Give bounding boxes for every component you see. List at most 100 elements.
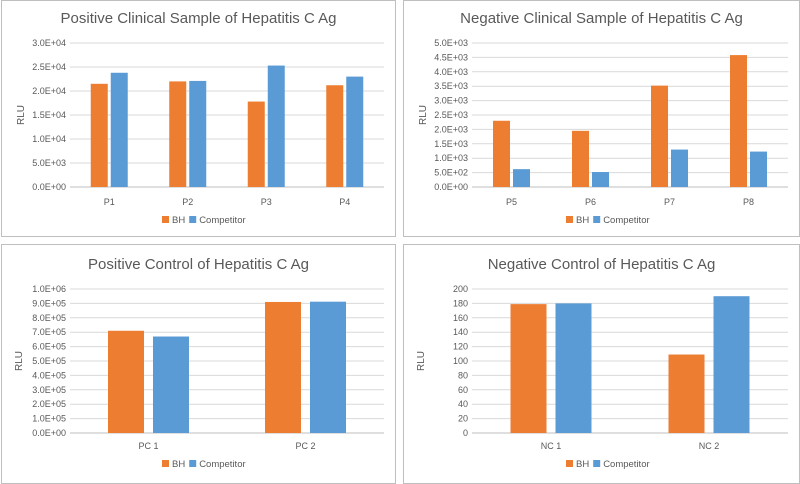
y-tick-label: 7.0E+05 [32,327,66,337]
y-axis-label: RLU [418,105,429,125]
chart-title: Negative Clinical Sample of Hepatitis C … [460,10,743,27]
bar-bh [493,120,510,187]
y-tick-label: 80 [458,370,468,380]
y-tick-label: 3.0E+05 [32,385,66,395]
bar-bh [651,85,668,187]
chart-panel-positive-control: Positive Control of Hepatitis C Ag 0.0E+0… [1,244,396,484]
y-tick-label: 5.0E+03 [434,38,468,48]
y-tick-label: 120 [453,342,468,352]
y-tick-label: 2.0E+05 [32,399,66,409]
y-tick-label: 4.5E+03 [434,52,468,62]
bar-bh [326,85,344,187]
x-tick-label: P2 [182,197,193,207]
legend-swatch [566,216,573,223]
legend-label: BH [172,459,185,470]
y-tick-label: 9.0E+05 [32,298,66,308]
y-tick-label: 1.0E+03 [434,153,468,163]
bar-competitor [110,72,128,187]
legend-swatch [566,460,573,467]
y-tick-label: 2.0E+03 [434,124,468,134]
y-tick-label: 3.0E+04 [32,38,66,48]
bar-bh [247,101,265,187]
legend-swatch [162,216,169,223]
y-tick-label: 0.0E+00 [32,428,66,438]
y-tick-label: 8.0E+05 [32,313,66,323]
bar-bh [668,354,705,433]
chart-title: Positive Clinical Sample of Hepatitis C … [61,10,337,27]
chart-title: Positive Control of Hepatitis C Ag [88,256,309,273]
y-axis-label: RLU [416,351,427,371]
y-tick-label: 3.5E+03 [434,81,468,91]
bar-bh [108,330,144,433]
y-tick-label: 0 [463,428,468,438]
y-tick-label: 1.5E+04 [32,110,66,120]
chart-svg: Positive Control of Hepatitis C Ag 0.0E+0… [14,256,384,470]
y-tick-label: 5.0E+05 [32,356,66,366]
y-tick-label: 180 [453,298,468,308]
bar-bh [730,55,747,187]
legend-label: Competitor [199,459,245,470]
y-tick-label: 1.0E+04 [32,134,66,144]
y-tick-label: 5.0E+02 [434,168,468,178]
chart-svg: Positive Clinical Sample of Hepatitis C … [16,10,384,226]
y-tick-label: 3.0E+03 [434,96,468,106]
y-tick-label: 4.0E+05 [32,370,66,380]
legend-label: Competitor [603,459,649,470]
bar-competitor [310,301,346,433]
y-tick-label: 1.0E+06 [32,284,66,294]
bar-bh [572,130,589,187]
chart-panel-positive-clinical: Positive Clinical Sample of Hepatitis C … [1,0,396,237]
y-tick-label: 5.0E+03 [32,158,66,168]
y-axis-label: RLU [16,105,27,125]
y-tick-label: 200 [453,284,468,294]
bar-competitor [592,172,609,187]
bar-competitor [750,151,767,187]
y-tick-label: 2.0E+04 [32,86,66,96]
bar-competitor [671,149,688,187]
bar-competitor [267,65,285,187]
legend-label: BH [172,215,185,226]
bar-bh [510,304,547,433]
chart-svg: Negative Control of Hepatitis C Ag 0 20 40 6… [416,256,788,470]
bar-competitor [555,303,592,433]
legend-swatch [189,460,197,467]
legend-label: BH [576,215,589,226]
x-tick-label: P4 [339,197,350,207]
y-axis-label: RLU [14,351,25,371]
y-tick-label: 2.5E+03 [434,110,468,120]
x-tick-label: PC 1 [138,441,158,451]
x-tick-label: NC 2 [699,441,720,451]
bar-competitor [153,336,189,433]
y-tick-label: 40 [458,399,468,409]
bar-bh [90,83,108,187]
x-tick-label: P6 [585,197,596,207]
bar-competitor [189,80,207,187]
y-tick-label: 140 [453,327,468,337]
x-tick-label: P1 [104,197,115,207]
x-tick-label: PC 2 [295,441,315,451]
legend-swatch [189,216,197,223]
legend-label: Competitor [199,215,245,226]
y-tick-label: 160 [453,313,468,323]
y-tick-label: 0.0E+00 [434,182,468,192]
legend-swatch [162,460,169,467]
legend-swatch [593,460,601,467]
chart-panel-negative-control: Negative Control of Hepatitis C Ag 0 20 40 6… [403,244,800,484]
y-tick-label: 2.5E+04 [32,62,66,72]
y-tick-label: 1.5E+03 [434,139,468,149]
chart-panel-negative-clinical: Negative Clinical Sample of Hepatitis C … [403,0,800,237]
x-tick-label: P3 [261,197,272,207]
y-tick-label: 20 [458,414,468,424]
bar-bh [169,81,187,187]
y-tick-label: 100 [453,356,468,366]
chart-title: Negative Control of Hepatitis C Ag [488,256,716,273]
y-tick-label: 60 [458,385,468,395]
legend-label: Competitor [603,215,649,226]
bar-competitor [346,76,364,187]
x-tick-label: NC 1 [541,441,562,451]
y-tick-label: 6.0E+05 [32,342,66,352]
bar-competitor [713,296,750,433]
y-tick-label: 0.0E+00 [32,182,66,192]
bar-bh [265,301,301,433]
y-tick-label: 4.0E+03 [434,67,468,77]
